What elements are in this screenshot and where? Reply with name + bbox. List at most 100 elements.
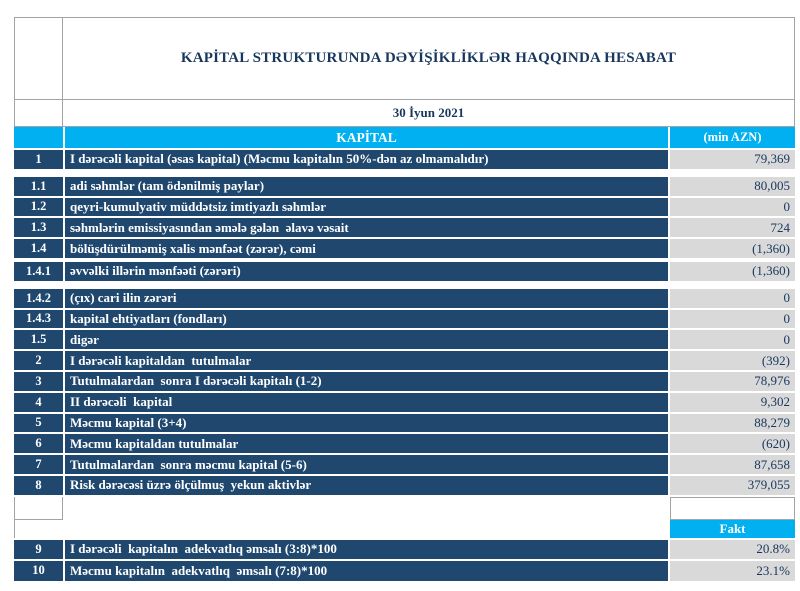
column-divider (668, 539, 670, 560)
row-number-cell: 1 (14, 150, 63, 169)
column-divider (63, 475, 65, 495)
corner-cell (14, 100, 63, 127)
row-label-cell: I dərəcəli kapital (əsas kapital) (Məcmu… (65, 150, 668, 169)
row-value-cell: 88,279 (670, 413, 795, 433)
row-number-cell: 6 (14, 434, 63, 454)
table-row: 1.2 qeyri-kumulyativ müddətsiz imtiyazlı… (14, 197, 795, 217)
row-label-cell: bölüşdürülməmiş xalis mənfəət (zərər), c… (65, 239, 668, 258)
row-value-cell: 379,055 (670, 475, 795, 495)
spacer-band (14, 496, 795, 520)
row-value-cell: (620) (670, 434, 795, 454)
column-divider (63, 561, 65, 581)
table-row: 2 I dərəcəli kapitaldan tutulmalar (392) (14, 351, 795, 370)
column-divider (668, 309, 670, 329)
row-number-cell: 1.3 (14, 218, 63, 238)
row-number-cell: 3 (14, 371, 63, 391)
column-divider (63, 351, 65, 370)
table-row: 1.1 adi səhmlər (tam ödənilmiş paylar) 8… (14, 176, 795, 196)
column-divider (63, 413, 65, 433)
table-row: 4 II dərəcəli kapital 9,302 (14, 392, 795, 412)
column-divider (668, 475, 670, 495)
row-value-cell: (1,360) (670, 261, 795, 281)
row-value-cell: (1,360) (670, 239, 795, 258)
row-label-cell: Məcmu kapital (3+4) (65, 413, 668, 433)
row-value-cell: 20.8% (670, 539, 795, 560)
column-divider (63, 176, 65, 196)
row-value-cell: (392) (670, 351, 795, 370)
table-row: 3 Tutulmalardan sonra I dərəcəli kapital… (14, 371, 795, 391)
row-label-cell: Risk dərəcəsi üzrə ölçülmuş yekun aktivl… (65, 475, 668, 495)
header-kapital-cell: KAPİTAL (65, 127, 668, 148)
table-row: 1.4.2 (çıx) cari ilin zərəri 0 (14, 288, 795, 308)
table-row: 1.3 səhmlərin emissiyasından əmələ gələn… (14, 218, 795, 238)
column-divider (63, 392, 65, 412)
column-divider (668, 434, 670, 454)
column-divider (668, 127, 670, 148)
row-number-cell: 10 (14, 561, 63, 581)
row-label-cell: qeyri-kumulyativ müddətsiz imtiyazlı səh… (65, 197, 668, 217)
row-label-cell: Məcmu kapitalın adekvatlıq əmsalı (7:8)*… (65, 561, 668, 581)
row-value-cell: 0 (670, 197, 795, 217)
row-label-cell: I dərəcəli kapitaldan tutulmalar (65, 351, 668, 370)
column-divider (63, 127, 65, 148)
row-label-cell: Tutulmalardan sonra məcmu kapital (5-6) (65, 455, 668, 474)
column-divider (668, 561, 670, 581)
row-number-cell: 1.5 (14, 330, 63, 350)
column-divider (63, 239, 65, 258)
row-value-cell: 23.1% (670, 561, 795, 581)
row-value-cell: 9,302 (670, 392, 795, 412)
adequacy-ratio-rows: 9 I dərəcəli kapitalın adekvatlıq əmsalı… (14, 539, 795, 581)
fakt-spacer (14, 519, 670, 538)
row-number-cell: 1.4 (14, 239, 63, 258)
table-row: 5 Məcmu kapital (3+4) 88,279 (14, 413, 795, 433)
report-date: 30 İyun 2021 (392, 105, 465, 120)
table-row: 8 Risk dərəcəsi üzrə ölçülmuş yekun akti… (14, 475, 795, 495)
report-title: KAPİTAL STRUKTURUNDA DƏYİŞİKLİKLƏR HAQQI… (180, 50, 677, 66)
row-label-cell: Tutulmalardan sonra I dərəcəli kapitalı … (65, 371, 668, 391)
row-value-cell: 0 (670, 330, 795, 350)
table-row: 1.4.3 kapital ehtiyatları (fondları) 0 (14, 309, 795, 329)
row-label-cell: Məcmu kapitaldan tutulmalar (65, 434, 668, 454)
column-divider (63, 288, 65, 308)
column-divider (63, 150, 65, 169)
table-row: 6 Məcmu kapitaldan tutulmalar (620) (14, 434, 795, 454)
row-number-cell: 8 (14, 475, 63, 495)
row-number-cell: 1.1 (14, 176, 63, 196)
empty-corner-cell (14, 496, 63, 520)
row-number-cell: 7 (14, 455, 63, 474)
row-number-cell: 5 (14, 413, 63, 433)
table-row: 9 I dərəcəli kapitalın adekvatlıq əmsalı… (14, 539, 795, 560)
row-number-cell: 1.4.2 (14, 288, 63, 308)
table-row: 10 Məcmu kapitalın adekvatlıq əmsalı (7:… (14, 561, 795, 581)
row-number-cell: 1.4.3 (14, 309, 63, 329)
column-divider (668, 330, 670, 350)
capital-rows: 1 I dərəcəli kapital (əsas kapital) (Məc… (14, 150, 795, 495)
column-divider (668, 413, 670, 433)
column-divider (668, 288, 670, 308)
column-divider (63, 371, 65, 391)
row-value-cell: 87,658 (670, 455, 795, 474)
table-row: 1 I dərəcəli kapital (əsas kapital) (Məc… (14, 150, 795, 169)
column-divider (63, 197, 65, 217)
row-label-cell: səhmlərin emissiyasından əmələ gələn əla… (65, 218, 668, 238)
row-value-cell: 80,005 (670, 176, 795, 196)
column-divider (668, 218, 670, 238)
row-number-cell: 2 (14, 351, 63, 370)
date-band: 30 İyun 2021 (14, 100, 795, 127)
table-row: 1.5 digər 0 (14, 330, 795, 350)
column-divider (668, 239, 670, 258)
header-unit-cell: (min AZN) (670, 127, 795, 148)
column-divider (63, 434, 65, 454)
row-value-cell: 0 (670, 309, 795, 329)
column-divider (668, 176, 670, 196)
row-label-cell: digər (65, 330, 668, 350)
header-number-cell (14, 127, 63, 148)
row-value-cell: 79,369 (670, 150, 795, 169)
table-header-row: KAPİTAL (min AZN) (14, 127, 795, 148)
column-divider (668, 392, 670, 412)
row-value-cell: 0 (670, 288, 795, 308)
title-cell: KAPİTAL STRUKTURUNDA DƏYİŞİKLİKLƏR HAQQI… (63, 17, 795, 100)
row-label-cell: II dərəcəli kapital (65, 392, 668, 412)
fakt-header-cell: Fakt (670, 519, 795, 538)
